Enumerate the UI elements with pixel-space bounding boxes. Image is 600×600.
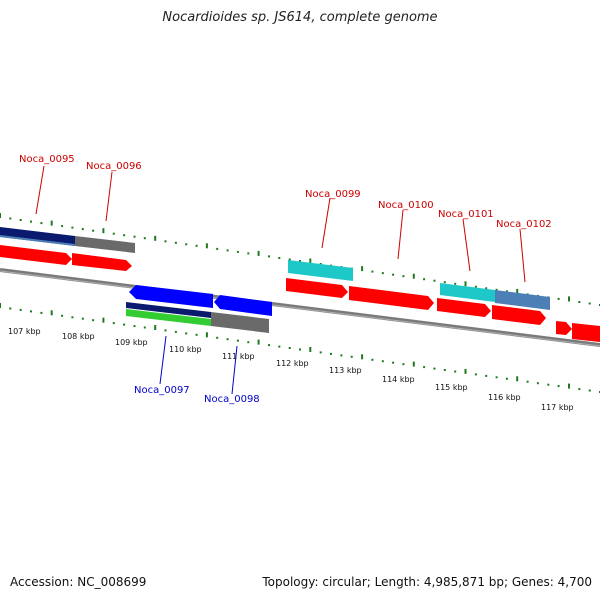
gene-label-noca-0095[interactable]: Noca_0095 xyxy=(19,154,75,165)
feature-bar-noca-0102[interactable] xyxy=(495,290,550,310)
genome-backbone xyxy=(0,268,600,347)
feature-bar-noca-0095[interactable] xyxy=(0,227,75,246)
cds-forward xyxy=(0,245,600,342)
map-title: Nocardioides sp. JS614, complete genome xyxy=(162,10,438,25)
feature-bar-noca-0101[interactable] xyxy=(440,283,495,302)
cds-noca-0101[interactable] xyxy=(437,298,491,317)
cds-reverse xyxy=(129,285,272,316)
feature-bar-noca-0099[interactable] xyxy=(288,260,353,281)
scale-label: 107 kbp xyxy=(8,327,41,336)
scale-label: 109 kbp xyxy=(115,338,148,347)
cds-next-1[interactable] xyxy=(556,321,572,335)
scale-label: 110 kbp xyxy=(169,345,202,354)
gene-label-noca-0098[interactable]: Noca_0098 xyxy=(204,394,260,405)
lower-tick-track xyxy=(0,303,600,393)
feature-bar-noca-0097-a[interactable] xyxy=(126,302,211,318)
cds-noca-0102[interactable] xyxy=(492,305,546,325)
feature-bar-noca-0098[interactable] xyxy=(211,312,269,333)
scale-label: 112 kbp xyxy=(276,359,309,368)
topology-summary: Topology: circular; Length: 4,985,871 bp… xyxy=(262,575,592,589)
scale-label: 117 kbp xyxy=(541,403,574,412)
scale-label: 115 kbp xyxy=(435,383,468,392)
cds-noca-0095[interactable] xyxy=(0,245,72,265)
scale-label: 111 kbp xyxy=(222,352,255,361)
gene-label-noca-0097[interactable]: Noca_0097 xyxy=(134,385,190,396)
feature-bars-forward xyxy=(0,227,550,310)
cds-noca-0098[interactable] xyxy=(214,295,272,316)
upper-tick-track xyxy=(0,213,600,306)
scale-label: 116 kbp xyxy=(488,393,521,402)
scale-labels: 107 kbp 108 kbp 109 kbp 110 kbp 111 kbp … xyxy=(8,327,574,412)
cds-next-2[interactable] xyxy=(572,323,600,342)
leader-lines xyxy=(35,165,526,395)
feature-bar-noca-0096[interactable] xyxy=(75,236,135,253)
gene-label-noca-0100[interactable]: Noca_0100 xyxy=(378,200,434,211)
scale-label: 113 kbp xyxy=(329,366,362,375)
cds-noca-0100[interactable] xyxy=(349,286,434,310)
feature-bars-reverse xyxy=(126,302,269,333)
cds-noca-0096[interactable] xyxy=(72,253,132,271)
scale-label: 114 kbp xyxy=(382,375,415,384)
scale-label: 108 kbp xyxy=(62,332,95,341)
gene-label-noca-0096[interactable]: Noca_0096 xyxy=(86,161,142,172)
gene-labels: Noca_0095 Noca_0096 Noca_0099 Noca_0100 … xyxy=(19,154,552,405)
accession-text: Accession: NC_008699 xyxy=(10,575,147,589)
gene-label-noca-0099[interactable]: Noca_0099 xyxy=(305,189,361,200)
gene-label-noca-0101[interactable]: Noca_0101 xyxy=(438,209,494,220)
cds-noca-0097[interactable] xyxy=(129,285,213,308)
cds-noca-0099[interactable] xyxy=(286,278,348,298)
gene-label-noca-0102[interactable]: Noca_0102 xyxy=(496,219,552,230)
feature-bar-noca-0097-b[interactable] xyxy=(126,309,211,326)
